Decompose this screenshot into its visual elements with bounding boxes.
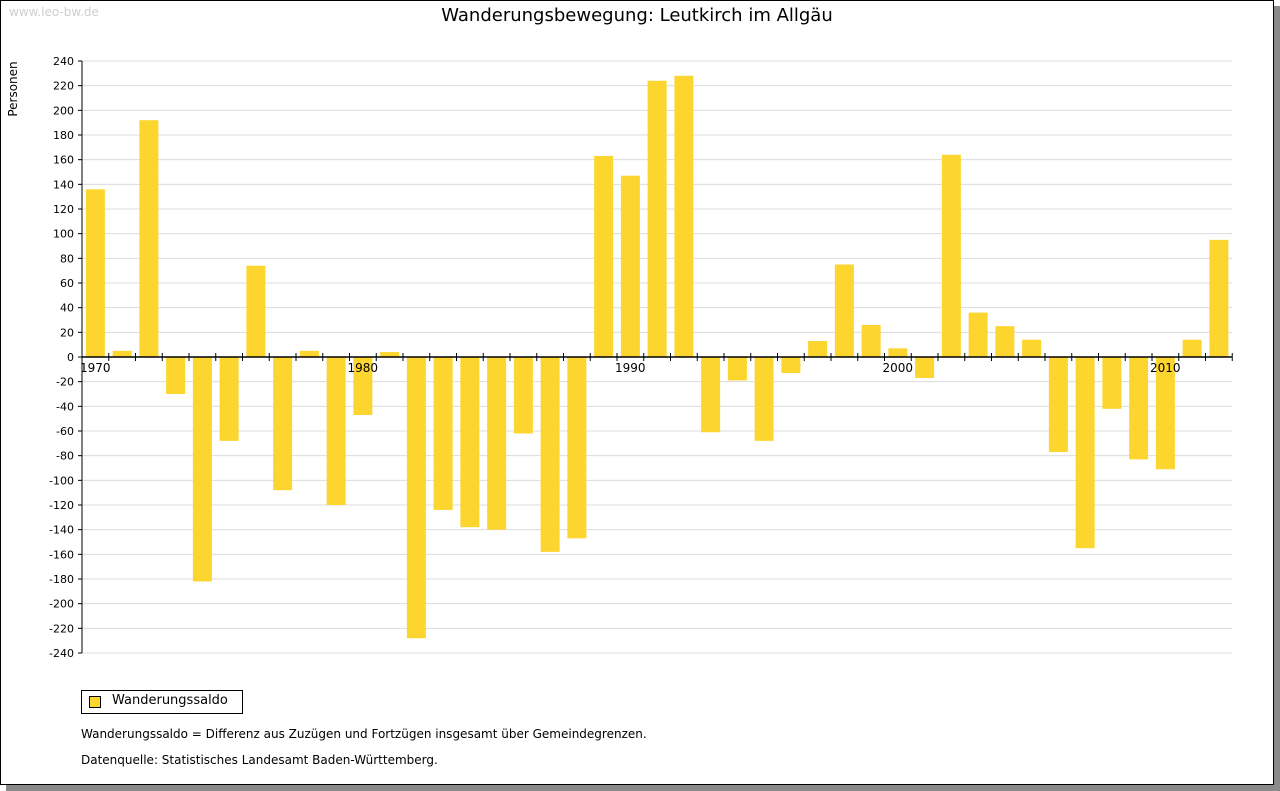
bar-1971 bbox=[112, 350, 132, 357]
y-tick-label: 120 bbox=[53, 203, 74, 216]
bar-2001 bbox=[915, 357, 935, 378]
y-ticks: 240220200180160140120100806040200-20-40-… bbox=[49, 55, 82, 660]
bar-1994 bbox=[727, 357, 747, 381]
bar-2011 bbox=[1182, 339, 1202, 357]
y-tick-label: -240 bbox=[49, 647, 74, 660]
bar-2006 bbox=[1048, 357, 1068, 452]
y-tick-label: -100 bbox=[49, 474, 74, 487]
y-tick-label: -220 bbox=[49, 622, 74, 635]
y-tick-label: 140 bbox=[53, 178, 74, 191]
y-tick-label: -120 bbox=[49, 499, 74, 512]
x-tick-label: 1980 bbox=[348, 361, 379, 375]
bar-1983 bbox=[433, 357, 453, 510]
bar-1972 bbox=[139, 120, 159, 357]
bar-1977 bbox=[273, 357, 293, 491]
y-tick-label: -20 bbox=[56, 376, 74, 389]
bar-1973 bbox=[166, 357, 186, 394]
y-tick-label: 200 bbox=[53, 104, 74, 117]
bar-1981 bbox=[380, 352, 400, 357]
bar-2000 bbox=[888, 348, 908, 357]
bar-1976 bbox=[246, 265, 266, 357]
bar-1970 bbox=[85, 189, 105, 357]
bar-1998 bbox=[834, 264, 854, 357]
y-tick-label: 160 bbox=[53, 154, 74, 167]
y-tick-label: 20 bbox=[60, 326, 74, 339]
bar-2010 bbox=[1155, 357, 1175, 470]
bar-1985 bbox=[487, 357, 507, 530]
bar-1989 bbox=[594, 155, 614, 357]
bar-2002 bbox=[941, 154, 961, 357]
legend-label: Wanderungssaldo bbox=[112, 693, 228, 708]
y-tick-label: -160 bbox=[49, 548, 74, 561]
y-tick-label: -180 bbox=[49, 573, 74, 586]
y-tick-label: 180 bbox=[53, 129, 74, 142]
definition-note: Wanderungssaldo = Differenz aus Zuzügen … bbox=[81, 727, 647, 741]
bar-1993 bbox=[701, 357, 721, 433]
y-tick-label: 0 bbox=[67, 351, 74, 364]
bar-1984 bbox=[460, 357, 480, 528]
bar-1999 bbox=[861, 324, 881, 357]
x-tick-label: 2010 bbox=[1150, 361, 1181, 375]
bar-1987 bbox=[540, 357, 560, 552]
legend-swatch bbox=[89, 696, 101, 708]
bars bbox=[85, 75, 1229, 639]
y-tick-label: -200 bbox=[49, 598, 74, 611]
bar-1992 bbox=[674, 75, 694, 358]
bar-1979 bbox=[326, 357, 346, 505]
bar-2003 bbox=[968, 312, 988, 357]
bar-1990 bbox=[620, 175, 640, 357]
x-tick-label: 2000 bbox=[883, 361, 914, 375]
y-tick-label: 100 bbox=[53, 228, 74, 241]
y-tick-label: -140 bbox=[49, 524, 74, 537]
y-tick-label: -80 bbox=[56, 450, 74, 463]
bar-1996 bbox=[781, 357, 801, 374]
source-note: Datenquelle: Statistisches Landesamt Bad… bbox=[81, 753, 438, 767]
y-tick-label: 60 bbox=[60, 277, 74, 290]
y-tick-label: 40 bbox=[60, 302, 74, 315]
bar-1978 bbox=[299, 350, 319, 357]
bar-chart: 240220200180160140120100806040200-20-40-… bbox=[49, 55, 1233, 660]
bar-2012 bbox=[1209, 239, 1229, 357]
bar-1975 bbox=[219, 357, 239, 441]
bar-1995 bbox=[754, 357, 774, 441]
y-tick-label: -60 bbox=[56, 425, 74, 438]
bar-1980 bbox=[353, 357, 373, 415]
bar-1991 bbox=[647, 80, 667, 357]
bar-1982 bbox=[406, 357, 426, 639]
x-tick-label: 1990 bbox=[615, 361, 646, 375]
bar-1988 bbox=[567, 357, 587, 539]
bar-2007 bbox=[1075, 357, 1095, 549]
x-ticks: 1970 1980 1990 2000 2010 bbox=[80, 353, 1233, 375]
y-tick-label: 80 bbox=[60, 252, 74, 265]
x-tick-label: 1970 bbox=[80, 361, 111, 375]
watermark: www.leo-bw.de bbox=[9, 5, 99, 19]
y-tick-label: -40 bbox=[56, 400, 74, 413]
bar-2008 bbox=[1102, 357, 1122, 409]
bar-2005 bbox=[1022, 339, 1042, 357]
bar-2004 bbox=[995, 326, 1015, 357]
y-tick-label: 220 bbox=[53, 80, 74, 93]
bar-1986 bbox=[513, 357, 533, 434]
bar-2009 bbox=[1129, 357, 1149, 460]
legend: Wanderungssaldo bbox=[81, 690, 243, 714]
bar-1974 bbox=[192, 357, 212, 582]
bar-1997 bbox=[808, 340, 828, 357]
chart-title: Wanderungsbewegung: Leutkirch im Allgäu bbox=[441, 5, 833, 26]
y-tick-label: 240 bbox=[53, 55, 74, 68]
